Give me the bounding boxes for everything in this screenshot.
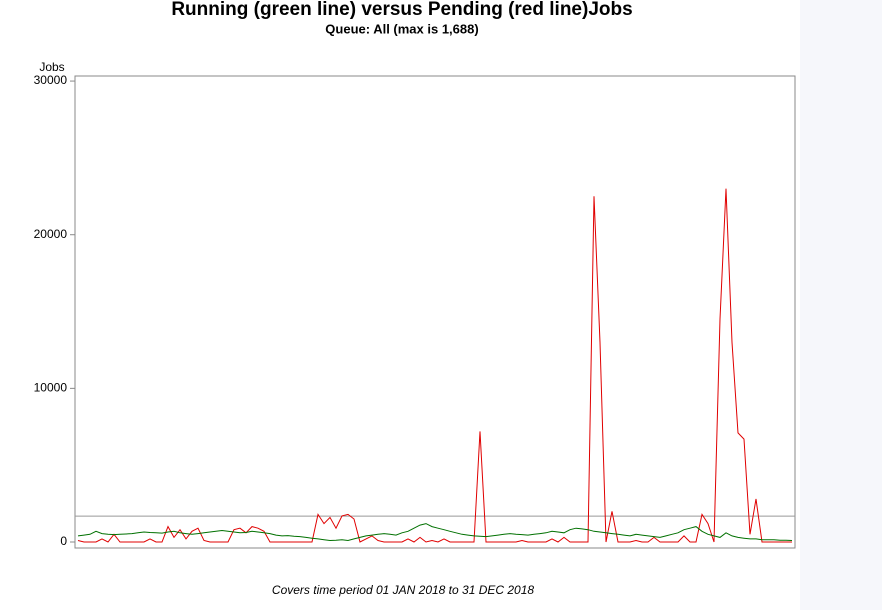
footnote: Covers time period 01 JAN 2018 to 31 DEC… bbox=[272, 583, 534, 597]
background bbox=[0, 0, 800, 610]
y-tick-label: 10000 bbox=[34, 381, 68, 395]
chart-title: Running (green line) versus Pending (red… bbox=[171, 0, 632, 20]
series-line bbox=[77, 523, 793, 542]
chart-subtitle: Queue: All (max is 1,688) bbox=[325, 21, 478, 36]
plot-frame bbox=[74, 75, 796, 549]
series-line bbox=[77, 188, 792, 543]
y-tick-label: 20000 bbox=[34, 227, 68, 241]
y-tick-label: 0 bbox=[60, 534, 67, 548]
y-tick-label: 30000 bbox=[34, 73, 68, 87]
y-axis-label: Jobs bbox=[39, 60, 64, 74]
